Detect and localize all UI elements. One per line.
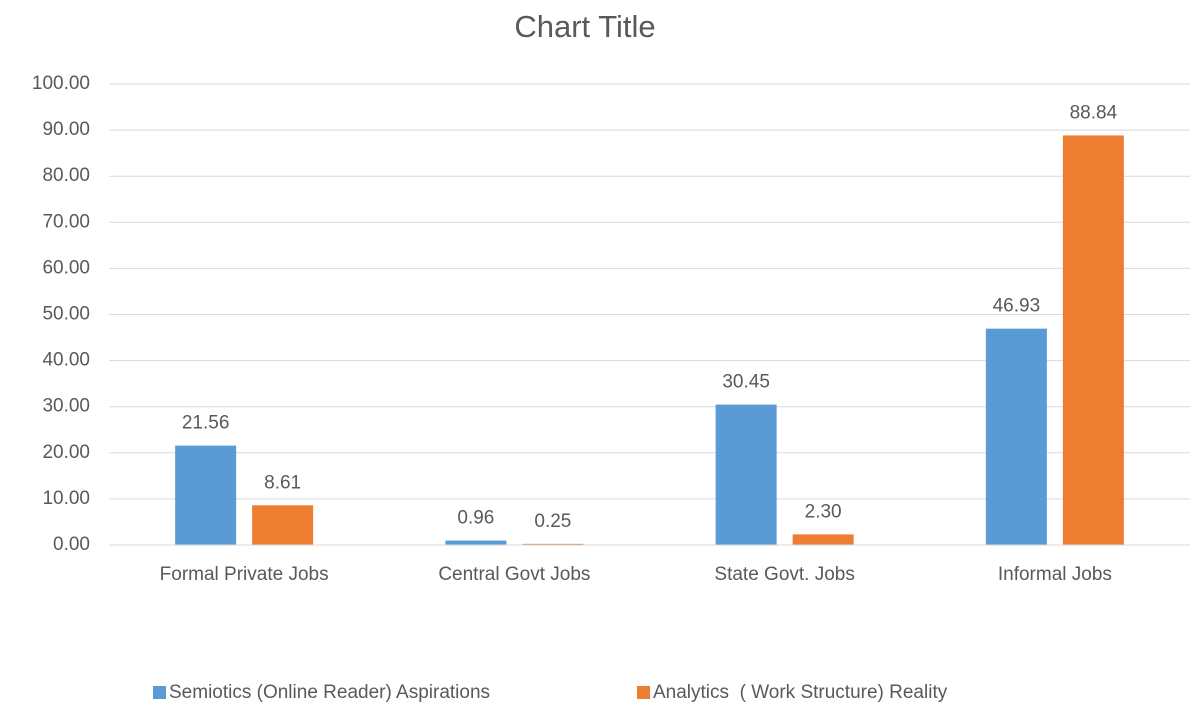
y-tick-label: 0.00: [53, 534, 90, 555]
data-label: 8.61: [264, 472, 301, 493]
y-tick-label: 70.00: [42, 211, 90, 232]
legend-swatch: [153, 686, 166, 699]
bar: [252, 505, 314, 545]
x-tick-label: State Govt. Jobs: [714, 564, 854, 585]
bar: [522, 543, 584, 545]
bar: [715, 404, 777, 545]
bar: [175, 445, 237, 545]
data-label: 88.84: [1070, 102, 1118, 123]
bar: [985, 328, 1047, 545]
x-tick-label: Central Govt Jobs: [438, 564, 590, 585]
x-tick-label: Formal Private Jobs: [160, 564, 329, 585]
bar: [1062, 135, 1124, 545]
y-tick-label: 90.00: [42, 119, 90, 140]
y-tick-label: 80.00: [42, 165, 90, 186]
legend-label: Analytics ( Work Structure) Reality: [653, 682, 948, 703]
y-tick-label: 100.00: [32, 73, 90, 94]
legend-label: Semiotics (Online Reader) Aspirations: [169, 682, 490, 703]
data-label: 0.96: [457, 508, 494, 529]
bar: [792, 534, 854, 545]
y-tick-label: 60.00: [42, 257, 90, 278]
y-tick-label: 30.00: [42, 396, 90, 417]
bar: [445, 540, 507, 545]
chart-title: Chart Title: [514, 9, 655, 44]
data-label: 30.45: [722, 372, 770, 393]
y-tick-label: 20.00: [42, 442, 90, 463]
legend-swatch: [637, 686, 650, 699]
y-tick-label: 10.00: [42, 488, 90, 509]
y-tick-label: 50.00: [42, 304, 90, 325]
data-label: 0.25: [534, 511, 571, 532]
data-label: 21.56: [182, 413, 230, 434]
x-tick-label: Informal Jobs: [998, 564, 1112, 585]
data-label: 2.30: [805, 501, 842, 522]
data-label: 46.93: [993, 296, 1041, 317]
y-tick-label: 40.00: [42, 350, 90, 371]
